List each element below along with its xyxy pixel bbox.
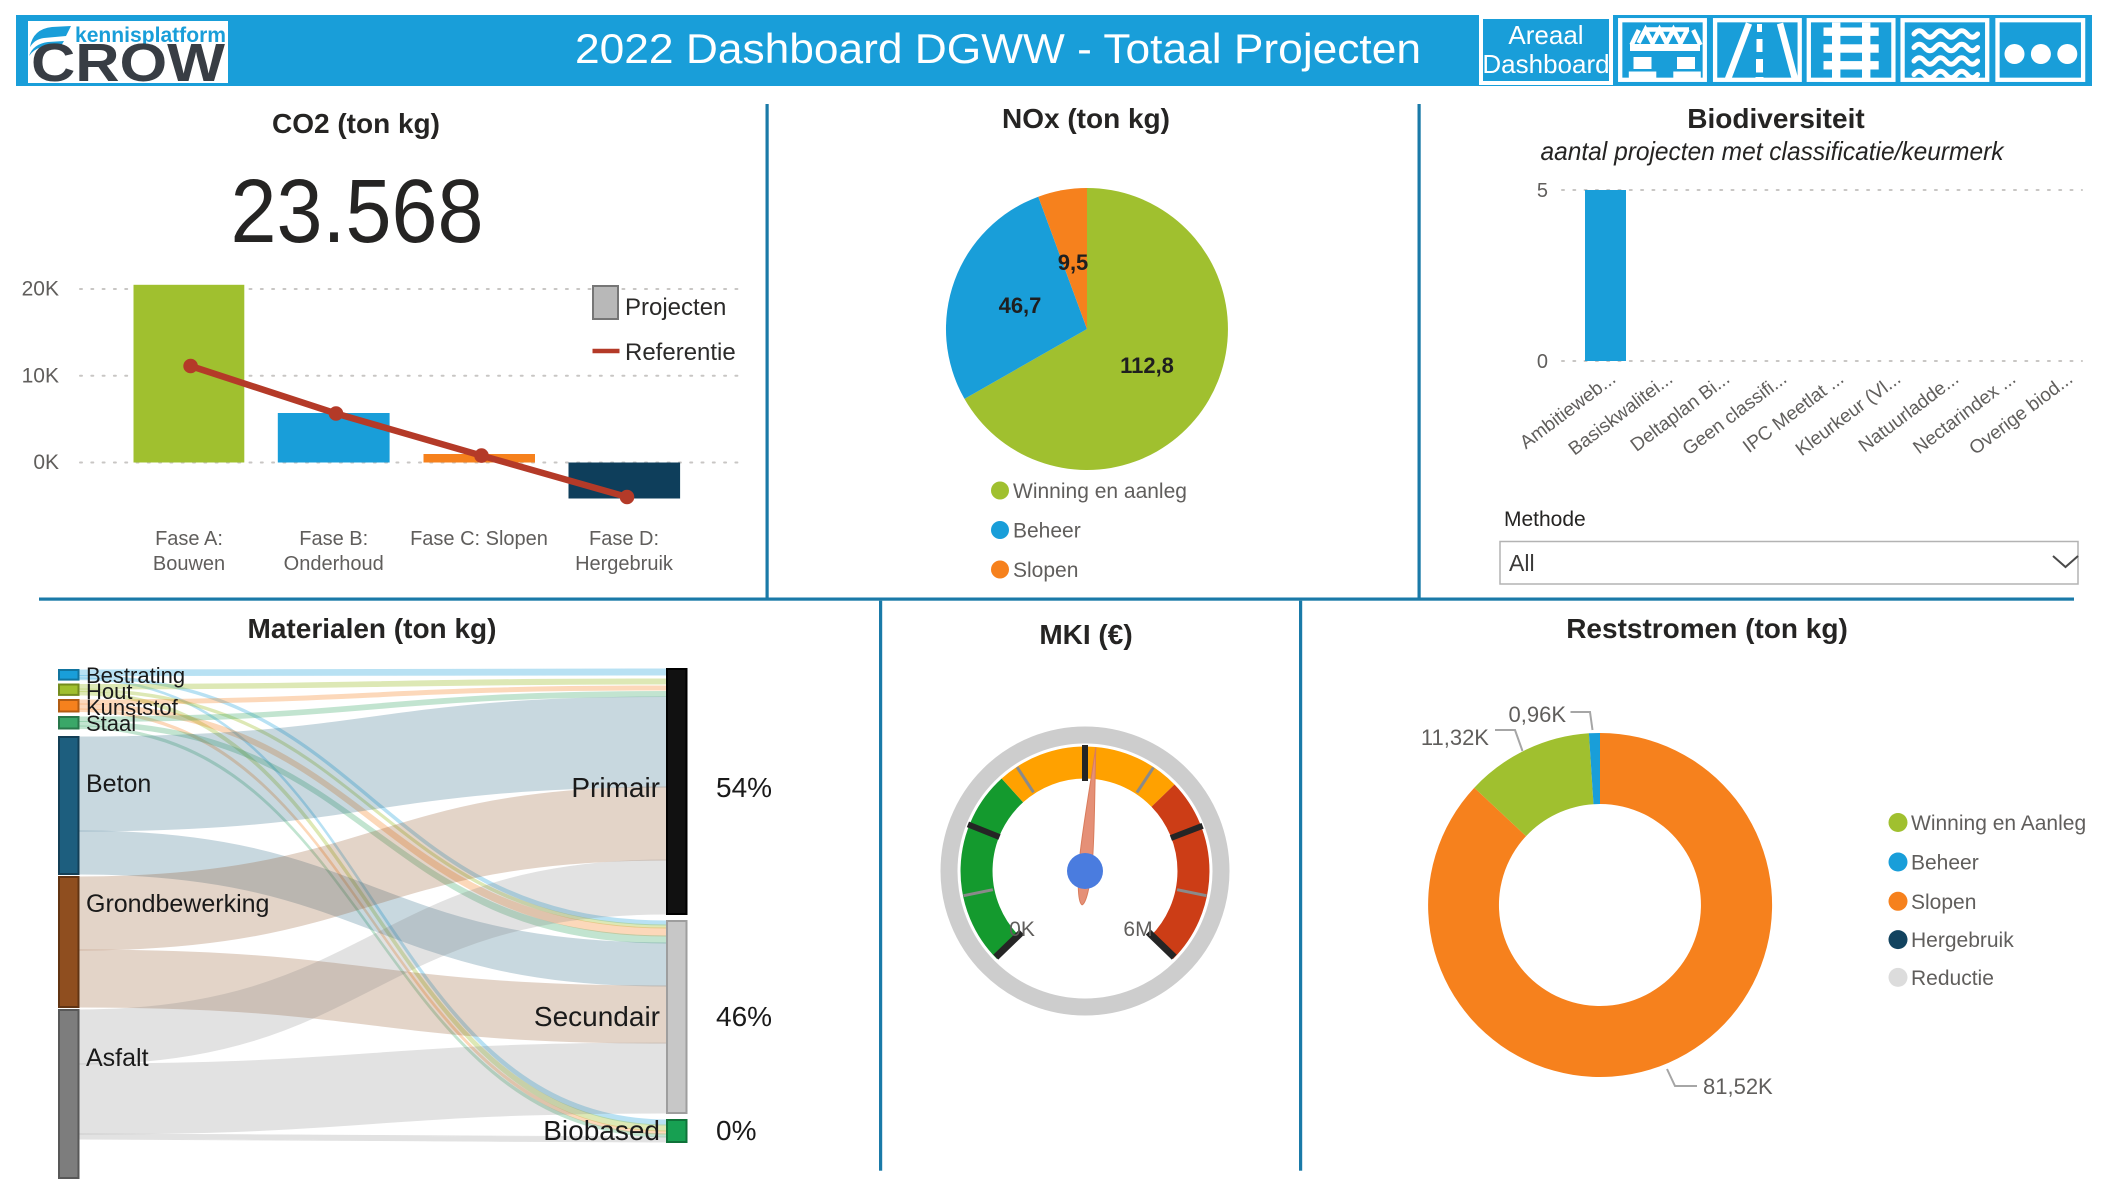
svg-text:Methode: Methode <box>1504 508 1586 531</box>
svg-text:Fase C: Slopen: Fase C: Slopen <box>410 528 548 550</box>
svg-text:0,96K: 0,96K <box>1509 702 1567 727</box>
svg-text:Beheer: Beheer <box>1013 520 1081 543</box>
svg-text:9,5: 9,5 <box>1058 250 1089 275</box>
svg-text:Referentie: Referentie <box>625 339 736 366</box>
svg-text:Hout: Hout <box>86 679 132 704</box>
svg-text:Reststromen (ton kg): Reststromen (ton kg) <box>1566 613 1848 644</box>
svg-text:CROW: CROW <box>31 33 225 93</box>
svg-text:10K: 10K <box>22 365 59 388</box>
svg-text:0: 0 <box>1537 351 1548 373</box>
svg-text:Areaal: Areaal <box>1508 20 1583 50</box>
svg-text:Bouwen: Bouwen <box>153 553 225 575</box>
svg-text:MKI (€): MKI (€) <box>1039 619 1132 650</box>
svg-text:NOx (ton kg): NOx (ton kg) <box>1002 103 1170 134</box>
svg-text:112,8: 112,8 <box>1120 353 1174 378</box>
svg-text:Asfalt: Asfalt <box>86 1044 149 1072</box>
svg-text:Kunststof: Kunststof <box>86 695 179 720</box>
svg-text:Dashboard: Dashboard <box>1482 49 1609 79</box>
svg-text:Winning en Aanleg: Winning en Aanleg <box>1911 812 2086 835</box>
svg-text:Beheer: Beheer <box>1911 852 1979 875</box>
svg-text:6M: 6M <box>1123 918 1152 941</box>
svg-text:0K: 0K <box>1009 918 1035 941</box>
svg-text:81,52K: 81,52K <box>1703 1074 1773 1099</box>
svg-text:2022 Dashboard DGWW - Totaal P: 2022 Dashboard DGWW - Totaal Projecten <box>575 25 1421 72</box>
svg-text:Biodiversiteit: Biodiversiteit <box>1687 103 1864 134</box>
svg-text:5: 5 <box>1537 180 1548 202</box>
svg-text:Fase B:: Fase B: <box>299 528 368 550</box>
svg-text:Fase D:: Fase D: <box>589 528 659 550</box>
svg-text:Slopen: Slopen <box>1013 559 1078 582</box>
svg-text:CO2 (ton kg): CO2 (ton kg) <box>272 108 440 139</box>
svg-text:kennisplatform: kennisplatform <box>75 24 226 47</box>
svg-text:46%: 46% <box>716 1001 772 1032</box>
svg-text:Hergebruik: Hergebruik <box>1911 929 2014 952</box>
svg-text:Projecten: Projecten <box>625 294 726 321</box>
svg-text:46,7: 46,7 <box>999 293 1042 318</box>
svg-text:11,32K: 11,32K <box>1421 725 1489 750</box>
svg-text:Materialen (ton kg): Materialen (ton kg) <box>248 613 497 644</box>
svg-text:Beton: Beton <box>86 770 151 798</box>
svg-text:Natuurladde...: Natuurladde... <box>1855 368 1963 457</box>
svg-text:Onderhoud: Onderhoud <box>284 553 384 575</box>
svg-text:Staal: Staal <box>86 711 136 736</box>
svg-text:Overige biod...: Overige biod... <box>1966 368 2077 459</box>
svg-text:Winning en aanleg: Winning en aanleg <box>1013 480 1187 503</box>
svg-text:Grondbewerking: Grondbewerking <box>86 890 269 918</box>
svg-text:54%: 54% <box>716 772 772 803</box>
svg-text:Fase A:: Fase A: <box>155 528 223 550</box>
svg-text:Slopen: Slopen <box>1911 891 1976 914</box>
svg-text:Secundair: Secundair <box>534 1001 660 1032</box>
svg-text:Biobased: Biobased <box>543 1115 660 1146</box>
svg-text:23.568: 23.568 <box>231 162 484 262</box>
svg-text:0%: 0% <box>716 1115 756 1146</box>
svg-text:Primair: Primair <box>571 772 660 803</box>
svg-text:0K: 0K <box>33 451 59 474</box>
svg-text:Reductie: Reductie <box>1911 967 1994 990</box>
svg-text:Bestrating: Bestrating <box>86 663 185 688</box>
svg-text:20K: 20K <box>22 278 59 301</box>
svg-text:Hergebruik: Hergebruik <box>575 553 674 575</box>
svg-text:aantal projecten met classific: aantal projecten met classificatie/keurm… <box>1541 136 2006 166</box>
svg-text:All: All <box>1509 550 1535 576</box>
